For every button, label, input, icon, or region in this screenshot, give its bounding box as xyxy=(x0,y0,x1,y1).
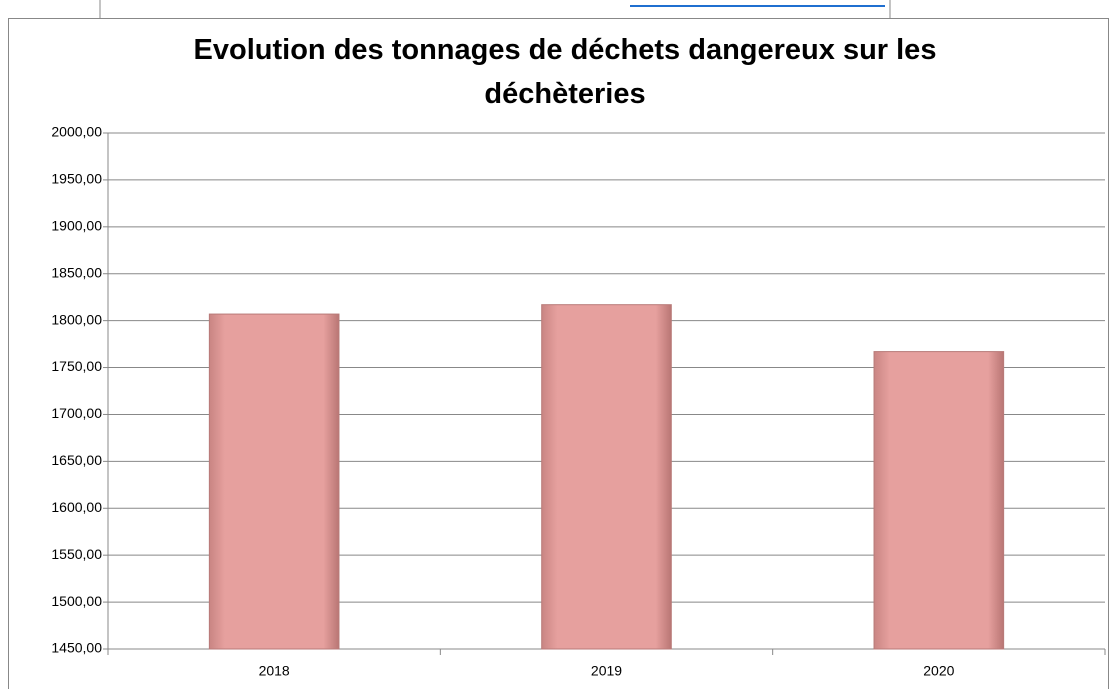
x-tick-label: 2020 xyxy=(923,663,954,679)
y-tick-label: 1600,00 xyxy=(51,499,102,515)
bar xyxy=(873,351,1005,650)
y-tick-label: 1500,00 xyxy=(51,593,102,609)
y-tick-label: 1750,00 xyxy=(51,358,102,374)
x-tick-label: 2019 xyxy=(591,663,622,679)
chart-border xyxy=(8,18,1109,689)
bar xyxy=(541,304,672,650)
y-tick-label: 1650,00 xyxy=(51,452,102,468)
bar xyxy=(208,313,340,650)
y-tick-label: 1950,00 xyxy=(51,171,102,187)
y-tick-label: 1850,00 xyxy=(51,264,102,280)
chart-title: Evolution des tonnages de déchets danger… xyxy=(193,34,937,110)
y-tick-label: 1550,00 xyxy=(51,546,102,562)
y-tick-label: 1450,00 xyxy=(51,640,102,656)
y-tick-label: 2000,00 xyxy=(51,124,102,140)
x-tick-label: 2018 xyxy=(259,663,290,679)
y-tick-label: 1700,00 xyxy=(51,405,102,421)
y-tick-label: 1800,00 xyxy=(51,311,102,327)
y-tick-label: 1900,00 xyxy=(51,218,102,234)
